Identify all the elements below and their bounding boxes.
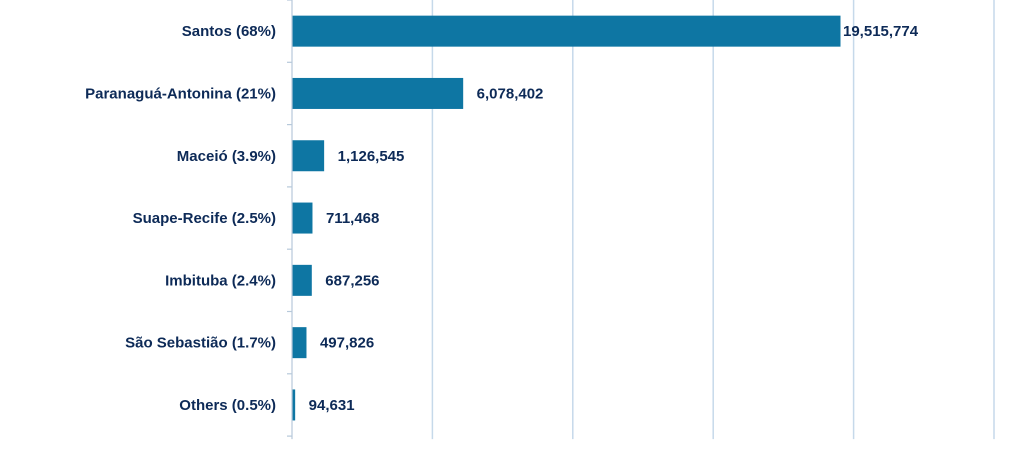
bar xyxy=(292,389,296,421)
data-label: 6,078,402 xyxy=(477,85,544,102)
bar xyxy=(292,140,325,172)
data-label: 1,126,545 xyxy=(338,148,405,165)
category-label: Imbituba (2.4%) xyxy=(165,272,276,289)
labels: Santos (68%) 19,515,774 Paranaguá-Antonina… xyxy=(85,23,919,414)
bar xyxy=(292,77,464,109)
bar xyxy=(292,264,312,296)
data-label: 711,468 xyxy=(326,210,379,227)
data-label: 94,631 xyxy=(309,397,355,414)
category-label: Suape-Recife (2.5%) xyxy=(133,210,276,227)
category-label: Santos (68%) xyxy=(182,23,276,40)
category-axis xyxy=(287,0,293,440)
bar xyxy=(292,327,307,359)
gridlines xyxy=(431,0,995,440)
category-label: São Sebastião (1.7%) xyxy=(125,335,276,352)
bar xyxy=(292,15,841,47)
category-label: Others (0.5%) xyxy=(179,397,276,414)
data-label: 497,826 xyxy=(320,335,374,352)
data-label: 687,256 xyxy=(325,272,379,289)
category-label: Maceió (3.9%) xyxy=(177,148,276,165)
bar xyxy=(292,202,313,234)
data-label: 19,515,774 xyxy=(843,23,919,40)
bars xyxy=(292,15,841,421)
category-label: Paranaguá-Antonina (21%) xyxy=(85,85,276,102)
